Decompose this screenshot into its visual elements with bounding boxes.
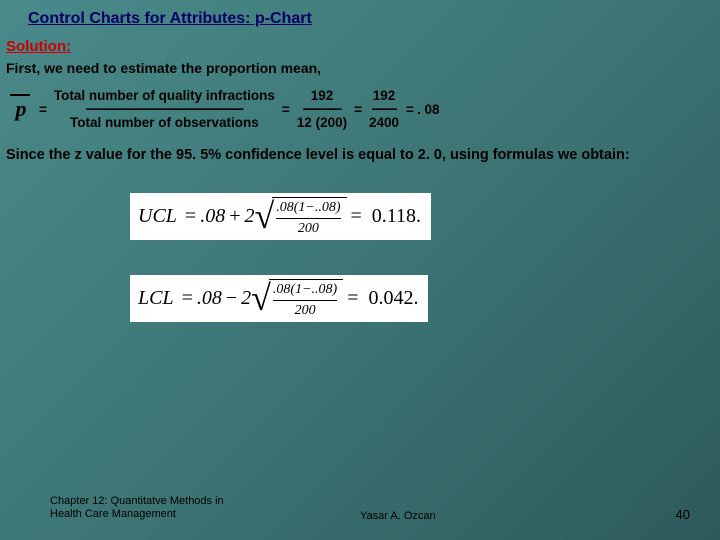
- lcl-label: LCL: [138, 287, 174, 310]
- ucl-sqrt: √ .08(1−..08) 200: [254, 197, 346, 236]
- ucl-result: 0.118.: [372, 205, 421, 228]
- p-bar-symbol: p: [6, 96, 36, 122]
- denom-val: 2400: [369, 114, 399, 132]
- footer: Chapter 12: Quantitatve Methods in Healt…: [0, 495, 720, 523]
- intro-text: First, we need to estimate the proportio…: [0, 57, 720, 79]
- lcl-z: 2: [241, 287, 251, 310]
- chapter-label: Chapter 12: Quantitatve Methods in Healt…: [50, 495, 240, 523]
- lcl-result: 0.042.: [368, 287, 418, 310]
- ucl-base: .08: [200, 205, 225, 228]
- author-label: Yasar A. Ozcan: [360, 510, 436, 522]
- explain-text: Since the z value for the 95. 5% confide…: [0, 136, 720, 168]
- slide-title: Control Charts for Attributes: p-Chart: [0, 0, 720, 32]
- solution-heading: Solution:: [0, 32, 720, 57]
- page-number: 40: [676, 507, 690, 522]
- lcl-formula: LCL = .08 − 2 √ .08(1−..08) 200 = 0.042.: [130, 275, 428, 322]
- ucl-formula: UCL = .08 + 2 √ .08(1−..08) 200 = 0.118.: [130, 193, 431, 240]
- p-result: . 08: [417, 102, 440, 117]
- lcl-sqrt: √ .08(1−..08) 200: [251, 279, 343, 318]
- lcl-base: .08: [197, 287, 222, 310]
- proportion-equation: p = Total number of quality infractions …: [0, 79, 720, 136]
- denom-label: Total number of observations: [70, 114, 259, 132]
- ucl-z: 2: [244, 205, 254, 228]
- formula-area: UCL = .08 + 2 √ .08(1−..08) 200 = 0.118.…: [0, 167, 720, 357]
- denom-factors: 12 (200): [297, 114, 347, 132]
- ucl-label: UCL: [138, 205, 177, 228]
